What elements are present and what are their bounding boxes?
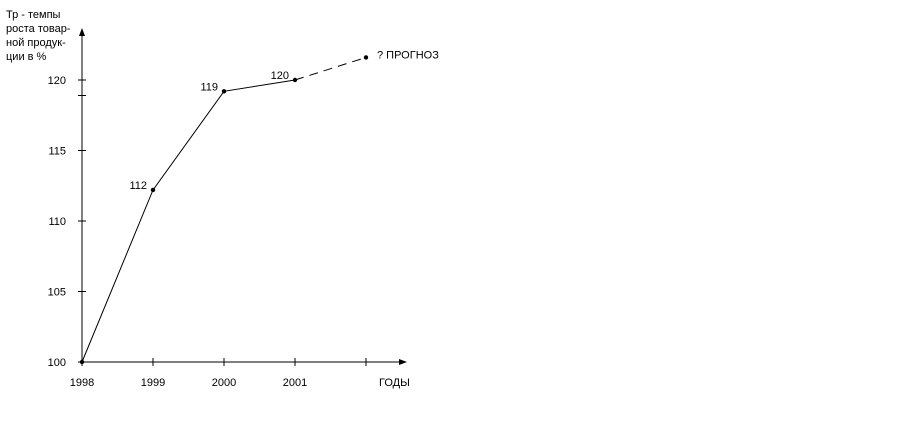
forecast-label: ? ПРОГНОЗ: [377, 49, 439, 61]
data-label: 112: [129, 180, 147, 192]
y-axis-title-line-2: роста товар-: [6, 23, 71, 35]
series-group: 112 119 120: [79, 70, 298, 365]
x-tick-label: 2001: [283, 377, 307, 389]
y-axis-arrow-icon: [79, 28, 85, 36]
y-tick-label: 105: [48, 287, 66, 299]
data-point: [221, 89, 227, 94]
x-tick-label: 1999: [141, 377, 165, 389]
forecast-group: ? ПРОГНОЗ: [294, 49, 439, 81]
data-label: 119: [200, 81, 218, 93]
x-tick-label: 1998: [70, 377, 94, 389]
y-tick-label: 120: [48, 75, 66, 87]
x-axis-arrow-icon: [399, 359, 407, 365]
y-tick-label: 115: [48, 146, 66, 158]
data-point: [79, 359, 85, 365]
forecast-point: [363, 55, 369, 60]
y-tick-label: 100: [48, 357, 66, 369]
y-axis-title-line-3: ной продук-: [6, 37, 66, 49]
forecast-line: [294, 56, 367, 81]
x-ticks: 1998 1999 2000 2001: [70, 358, 367, 389]
x-axis-title: ГОДЫ: [379, 377, 410, 389]
data-label: 120: [271, 70, 289, 82]
y-axis-title-line-1: Тр - темпы: [6, 9, 61, 21]
data-point: [150, 187, 156, 193]
x-tick-label: 2000: [212, 377, 236, 389]
y-axis-title-line-4: ции в %: [6, 51, 47, 63]
y-tick-label: 110: [48, 216, 66, 228]
y-ticks: 100 105 110 115 120: [48, 75, 86, 369]
series-line: [81, 79, 296, 363]
axes: [79, 28, 407, 365]
